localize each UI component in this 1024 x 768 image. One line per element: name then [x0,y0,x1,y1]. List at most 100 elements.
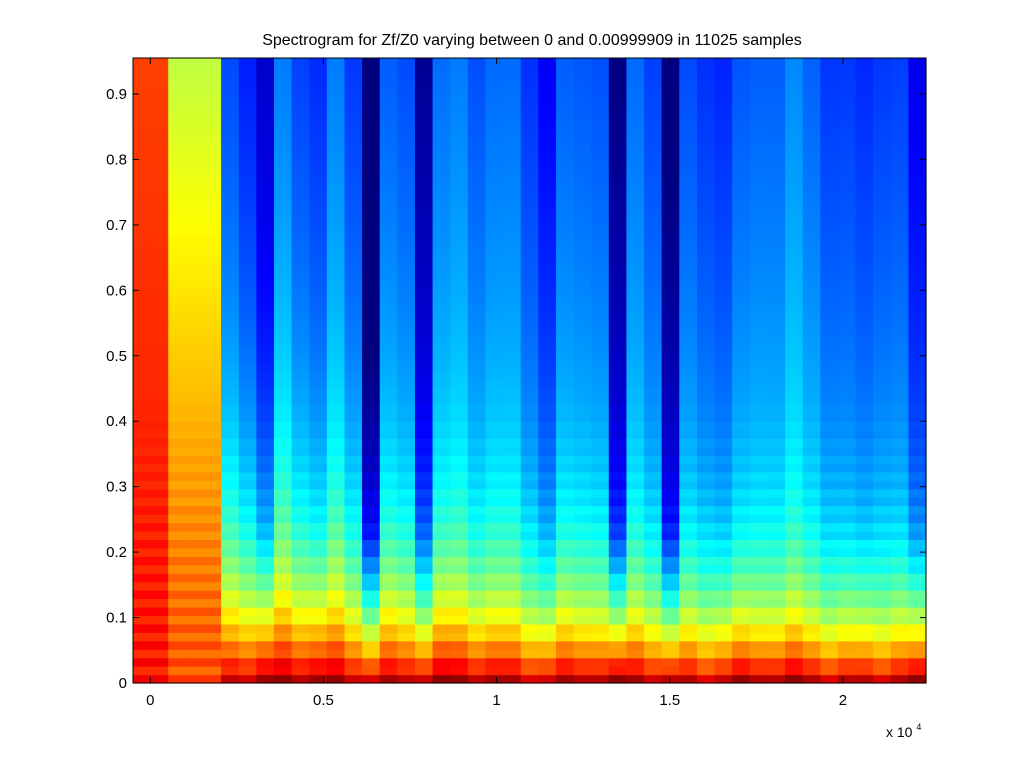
heatmap-cell [485,666,504,676]
heatmap-cell [467,294,487,304]
heatmap-cell [732,277,751,287]
heatmap-cell [908,100,927,110]
heatmap-cell [467,302,487,312]
heatmap-cell [837,319,857,329]
heatmap-cell [414,328,434,338]
heatmap-cell [150,218,169,228]
heatmap-cell [467,674,487,684]
heatmap-cell [855,446,874,456]
heatmap-cell [467,286,487,296]
heatmap-cell [414,640,434,650]
heatmap-cell [608,480,628,490]
heatmap-cell [273,547,293,557]
heatmap-cell [749,556,768,566]
heatmap-cell [714,640,733,650]
heatmap-cell [414,286,434,296]
heatmap-cell [714,666,733,676]
heatmap-cell [168,218,187,228]
heatmap-cell [908,353,927,363]
heatmap-cell [291,311,310,321]
heatmap-cell [221,421,240,431]
heatmap-cell [573,666,592,676]
heatmap-cell [344,556,363,566]
heatmap-cell [150,471,169,481]
heatmap-cell [238,91,257,101]
heatmap-cell [238,657,257,667]
heatmap-cell [432,488,451,498]
heatmap-cell [326,666,346,676]
heatmap-cell [185,319,205,329]
heatmap-cell [714,404,733,414]
heatmap-cell [732,530,751,541]
heatmap-cell [273,269,293,279]
heatmap-cell [591,488,610,498]
heatmap-cell [714,134,733,144]
heatmap-cell [362,100,381,110]
heatmap-cell [221,294,240,304]
heatmap-cell [696,243,716,253]
heatmap-cell [520,218,539,228]
heatmap-cell [873,159,892,169]
heatmap-cell [855,269,874,279]
heatmap-cell [326,649,346,659]
heatmap-cell [555,666,575,676]
heatmap-cell [608,294,628,304]
y-tick-label: 0.5 [106,348,127,365]
heatmap-cell [379,488,398,498]
heatmap-cell [291,176,310,186]
heatmap-cell [608,421,628,431]
heatmap-cell [538,370,557,380]
heatmap-cell [326,606,346,617]
heatmap-cell [626,454,645,465]
heatmap-cell [767,235,786,245]
heatmap-cell [133,530,152,541]
heatmap-cell [256,235,275,245]
heatmap-cell [873,58,892,68]
heatmap-cell [749,581,768,591]
heatmap-cell [873,378,892,388]
heatmap-cell [802,201,821,211]
heatmap-cell [714,58,733,68]
heatmap-cell [520,345,539,355]
heatmap-cell [626,395,645,405]
heatmap-cell [503,311,522,321]
heatmap-cell [908,657,927,667]
heatmap-cell [608,83,628,93]
heatmap-cell [432,632,451,642]
heatmap-cell [573,514,592,524]
heatmap-cell [362,226,381,236]
heatmap-cell [203,235,222,245]
heatmap-cell [203,556,222,566]
heatmap-cell [661,480,680,490]
heatmap-cell [362,666,381,676]
heatmap-cell [696,606,716,617]
heatmap-cell [696,547,716,557]
heatmap-cell [309,395,328,405]
heatmap-cell [326,573,346,583]
heatmap-cell [714,581,733,591]
heatmap-cell [309,345,328,355]
heatmap-cell [309,497,328,507]
heatmap-cell [555,497,575,507]
heatmap-cell [538,319,557,329]
heatmap-cell [450,657,469,667]
heatmap-cell [837,91,857,101]
heatmap-cell [450,623,469,633]
heatmap-cell [414,598,434,608]
heatmap-cell [696,184,716,194]
heatmap-cell [432,193,451,203]
heatmap-cell [873,649,892,659]
heatmap-cell [767,421,786,431]
heatmap-cell [450,311,469,321]
heatmap-cell [238,514,257,524]
heatmap-cell [291,649,310,659]
heatmap-cell [679,370,698,380]
heatmap-cell [679,649,698,659]
heatmap-cell [608,404,628,414]
heatmap-cell [855,556,874,566]
heatmap-cell [608,286,628,296]
heatmap-cell [696,395,716,405]
heatmap-cell [749,210,768,220]
heatmap-cell [573,210,592,220]
heatmap-cell [661,370,680,380]
